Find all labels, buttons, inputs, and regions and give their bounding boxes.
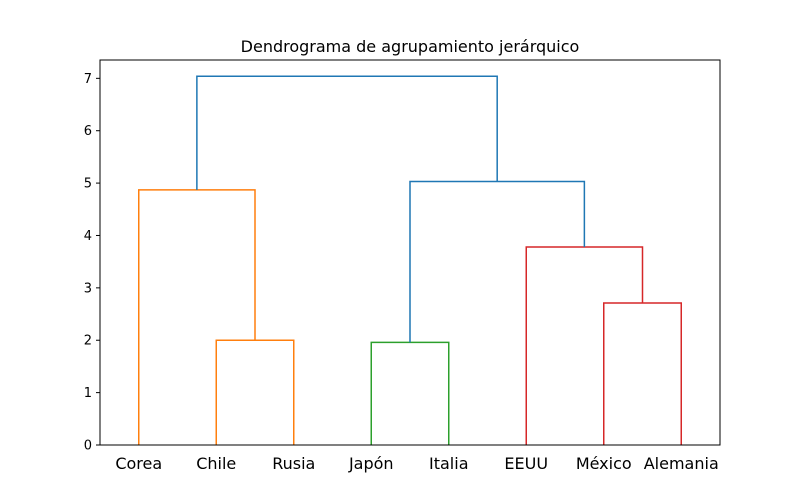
dendrogram-link-1: [215, 339, 295, 445]
y-tick-label: 2: [84, 334, 92, 349]
y-tick-label: 6: [84, 124, 92, 139]
y-tick-label: 0: [84, 439, 92, 454]
dendrogram-link-7: [196, 75, 498, 190]
x-tick-label: Chile: [196, 454, 236, 473]
x-tick-label: Japón: [348, 454, 394, 473]
plot-frame: [99, 59, 721, 446]
dendrogram-link-3: [370, 341, 450, 445]
x-tick-label: Italia: [429, 454, 469, 473]
x-axis: Corea Chile Rusia Japón Italia EEUU México Alem…: [115, 454, 718, 473]
x-tick-label: Alemania: [644, 454, 719, 473]
y-tick-label: 1: [84, 386, 92, 401]
x-tick-label: México: [576, 454, 632, 473]
y-tick-label: 5: [84, 177, 92, 192]
y-axis: 0 1 2 3 4 5 6 7: [84, 72, 100, 454]
dendrogram-links: [138, 75, 682, 445]
y-tick-label: 4: [84, 229, 92, 244]
y-tick-label: 7: [84, 72, 92, 87]
dendrogram-link-5: [525, 246, 644, 445]
chart-title: Dendrograma de agrupamiento jerárquico: [241, 37, 580, 56]
dendrogram-link-2: [138, 189, 256, 445]
x-tick-label: EEUU: [504, 454, 548, 473]
y-tick-label: 3: [84, 281, 92, 296]
dendrogram-link-6: [409, 180, 586, 343]
dendrogram-link-4: [603, 302, 682, 445]
x-tick-label: Rusia: [272, 454, 315, 473]
x-tick-label: Corea: [115, 454, 162, 473]
